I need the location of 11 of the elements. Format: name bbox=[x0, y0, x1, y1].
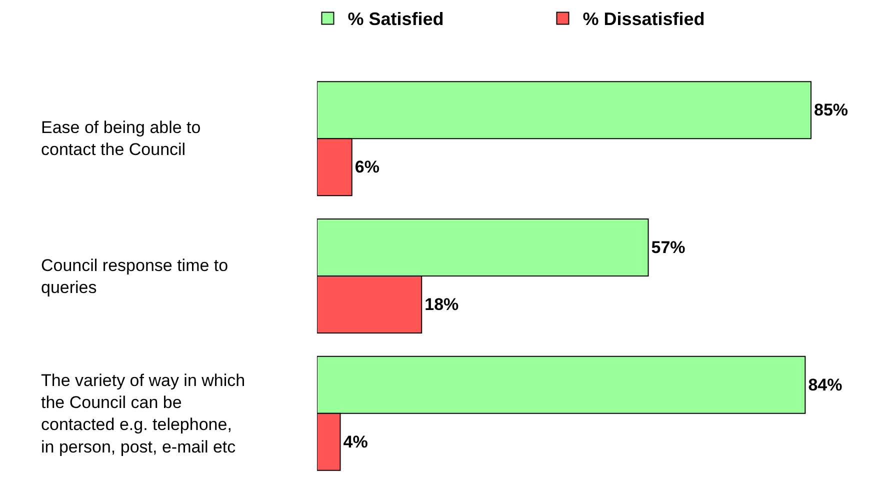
legend-label: % Dissatisfied bbox=[582, 9, 705, 30]
data-label: 6% bbox=[354, 158, 380, 177]
data-label: 18% bbox=[424, 294, 459, 314]
y-tick-label: Council response time to queries bbox=[41, 256, 228, 298]
y-tick-label: Ease of being able to contact the Council bbox=[41, 118, 201, 160]
data-label: 57% bbox=[651, 238, 686, 258]
data-label: 85% bbox=[814, 100, 848, 120]
legend-label: % Satisfied bbox=[348, 9, 444, 30]
data-label: 4% bbox=[343, 432, 368, 452]
y-tick-label: The variety of way in which the Council can be contacted e.g. telephone, in person, post, e-mail etc bbox=[41, 371, 246, 456]
data-label: 84% bbox=[808, 375, 842, 394]
